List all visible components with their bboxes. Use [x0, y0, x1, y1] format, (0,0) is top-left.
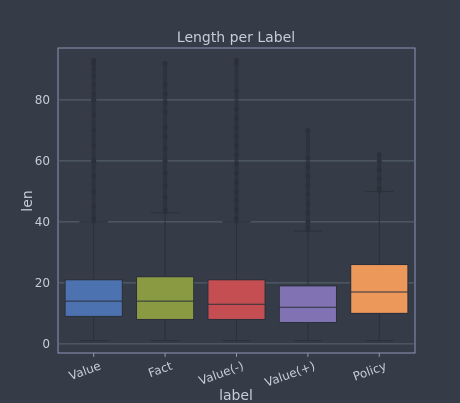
y-tick-label: 0: [42, 337, 50, 351]
x-tick-label: Value: [67, 359, 103, 383]
box-value-: [278, 127, 337, 342]
y-axis-label: len: [20, 190, 36, 211]
x-tick-label: Value(-): [197, 359, 246, 388]
x-tick-label: Value(+): [263, 359, 317, 390]
y-axis-ticks: 0 20 40 60 80: [35, 93, 50, 351]
x-axis-ticks: Value Fact Value(-) Value(+) Policy: [67, 353, 388, 390]
y-tick-label: 60: [35, 154, 50, 168]
chart-title: Length per Label: [177, 30, 295, 46]
x-tick-label: Fact: [146, 359, 174, 381]
box-fact: [136, 60, 195, 342]
x-axis-label: label: [219, 388, 253, 403]
box-value: [64, 57, 123, 342]
box-policy: [350, 152, 409, 342]
y-tick-label: 80: [35, 93, 50, 107]
x-tick-label: Policy: [351, 359, 388, 384]
box-iqr: [278, 285, 337, 323]
box-value-: [207, 57, 266, 342]
box-series: [64, 57, 409, 342]
box-iqr: [350, 264, 409, 314]
box-iqr: [207, 279, 266, 320]
y-tick-label: 40: [35, 215, 50, 229]
box-iqr: [136, 276, 195, 320]
box-iqr: [64, 279, 123, 317]
y-tick-label: 20: [35, 276, 50, 290]
